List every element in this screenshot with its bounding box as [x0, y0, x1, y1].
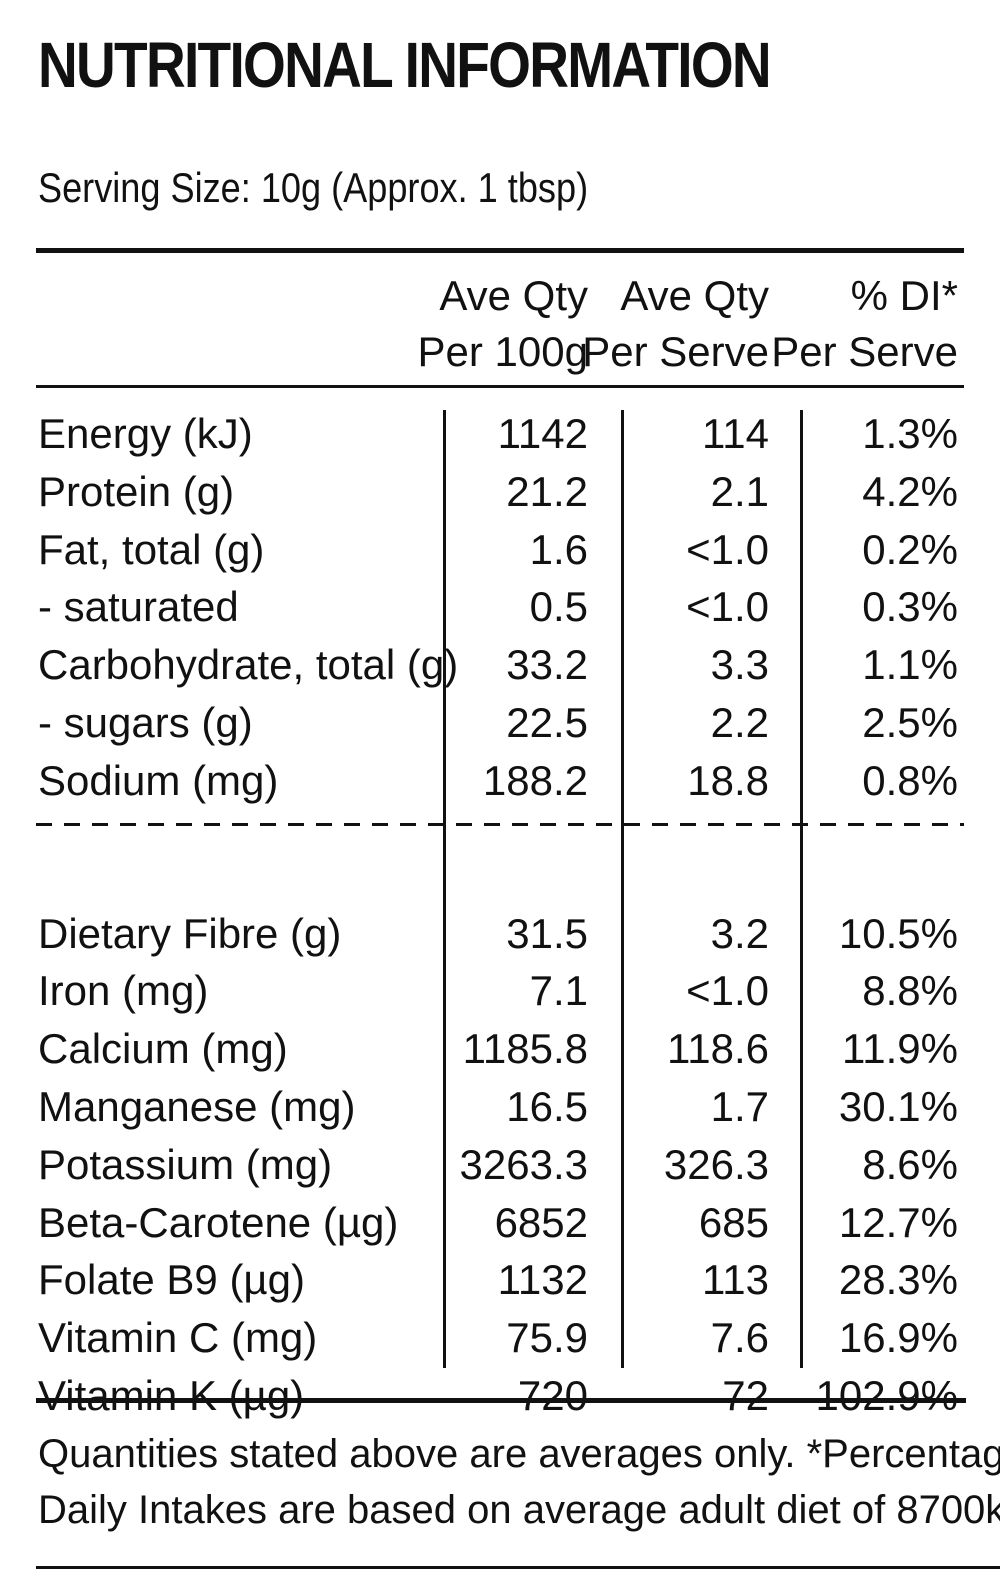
value-per-100g: 1.6 [529, 525, 588, 573]
value-per-100g: 31.5 [506, 909, 588, 957]
value-daily-intake: 30.1% [838, 1083, 958, 1130]
column-divider [443, 410, 446, 1368]
column-header-daily-intake: % DI* Per Serve [771, 268, 958, 380]
value-per-serve: 3.3 [710, 641, 769, 689]
column-divider [800, 410, 803, 1368]
value-per-serve: 2.2 [710, 699, 769, 746]
value-daily-intake: 12.7% [838, 1198, 958, 1246]
value-per-serve: 118.6 [667, 1025, 769, 1073]
value-daily-intake: 2.5% [862, 699, 958, 746]
value-daily-intake: 1.3% [862, 410, 958, 457]
value-daily-intake: 1.1% [862, 641, 958, 689]
column-header-daily-intake-line1: % DI* [850, 272, 958, 319]
footnote-line2: Daily Intakes are based on average adult… [38, 1488, 1000, 1532]
nutrient-name: Energy (kJ) [38, 410, 253, 457]
top-rule [36, 248, 964, 253]
nutrient-name: Manganese (mg) [38, 1083, 356, 1130]
value-per-serve: 18.8 [687, 756, 769, 804]
value-per-serve: 114 [702, 410, 769, 457]
value-daily-intake: 0.3% [862, 583, 958, 631]
column-header-per-serve: Ave Qty Per Serve [582, 268, 769, 380]
value-per-serve: <1.0 [686, 525, 769, 573]
value-per-100g: 21.2 [506, 467, 588, 515]
nutrient-name: Protein (g) [38, 467, 235, 515]
nutrient-name: Sodium (mg) [38, 756, 279, 804]
value-per-serve: 7.6 [710, 1314, 769, 1362]
value-per-100g: 1185.8 [462, 1025, 588, 1073]
value-daily-intake: 8.6% [862, 1140, 958, 1188]
value-daily-intake: 0.2% [862, 525, 958, 573]
serving-size: Serving Size: 10g (Approx. 1 tbsp) [38, 164, 589, 211]
value-per-100g: 6852 [494, 1198, 588, 1246]
column-header-per-100g-line1: Ave Qty [439, 272, 588, 319]
value-per-100g: 7.1 [529, 967, 588, 1015]
nutrient-name: Fat, total (g) [38, 525, 265, 573]
value-daily-intake: 4.2% [862, 467, 958, 515]
value-per-100g: 0.5 [529, 583, 588, 631]
section-divider-dashed [36, 823, 964, 826]
value-daily-intake: 11.9% [842, 1025, 958, 1073]
value-per-100g: 75.9 [506, 1314, 588, 1362]
column-header-per-100g: Ave Qty Per 100g [418, 268, 588, 380]
value-per-100g: 1142 [497, 410, 588, 457]
nutrient-name: - saturated [38, 583, 239, 631]
value-per-serve: <1.0 [686, 583, 769, 631]
column-divider [621, 410, 624, 1368]
value-per-100g: 1132 [497, 1256, 588, 1304]
value-per-serve: 72 [722, 1372, 769, 1419]
nutrient-name: Carbohydrate, total (g) [38, 641, 459, 689]
nutrient-name: Vitamin K (µg) [38, 1372, 305, 1419]
value-per-100g: 720 [517, 1372, 588, 1419]
nutrient-name: Vitamin C (mg) [38, 1314, 318, 1362]
value-daily-intake: 16.9% [838, 1314, 958, 1362]
value-per-serve: 1.7 [710, 1083, 769, 1130]
value-per-serve: 326.3 [663, 1140, 769, 1188]
value-daily-intake: 10.5% [838, 909, 958, 957]
nutrient-name: Potassium (mg) [38, 1140, 333, 1188]
value-daily-intake: 102.9% [815, 1372, 958, 1419]
value-per-100g: 188.2 [482, 756, 588, 804]
value-per-serve: 3.2 [710, 909, 769, 957]
value-per-100g: 3263.3 [459, 1140, 588, 1188]
value-per-100g: 33.2 [506, 641, 588, 689]
page-title: NUTRITIONAL INFORMATION [38, 29, 772, 101]
nutrient-name: Calcium (mg) [38, 1025, 288, 1073]
value-per-serve: 113 [702, 1256, 769, 1304]
nutrient-name: Dietary Fibre (g) [38, 909, 342, 957]
header-rule [36, 385, 964, 388]
bottom-rule [36, 1398, 966, 1403]
value-per-serve: 2.1 [710, 467, 769, 515]
nutrient-name: Beta-Carotene (µg) [38, 1198, 399, 1246]
value-daily-intake: 28.3% [838, 1256, 958, 1304]
column-header-per-100g-line2: Per 100g [417, 328, 588, 375]
nutrient-name: Folate B9 (µg) [38, 1256, 305, 1304]
value-per-100g: 16.5 [506, 1083, 588, 1130]
column-header-per-serve-line2: Per Serve [582, 328, 769, 375]
page-bottom-rule [36, 1566, 1000, 1569]
nutrient-name: Iron (mg) [38, 967, 209, 1015]
nutrient-name: - sugars (g) [38, 699, 253, 746]
value-per-100g: 22.5 [506, 699, 588, 746]
value-daily-intake: 8.8% [862, 967, 958, 1015]
value-per-serve: 685 [698, 1198, 769, 1246]
value-per-serve: <1.0 [686, 967, 769, 1015]
footnote-line1: Quantities stated above are averages onl… [38, 1432, 1000, 1476]
value-daily-intake: 0.8% [862, 756, 958, 804]
column-header-daily-intake-line2: Per Serve [771, 328, 958, 375]
column-header-per-serve-line1: Ave Qty [620, 272, 769, 319]
footnote: Quantities stated above are averages onl… [38, 1426, 1000, 1538]
